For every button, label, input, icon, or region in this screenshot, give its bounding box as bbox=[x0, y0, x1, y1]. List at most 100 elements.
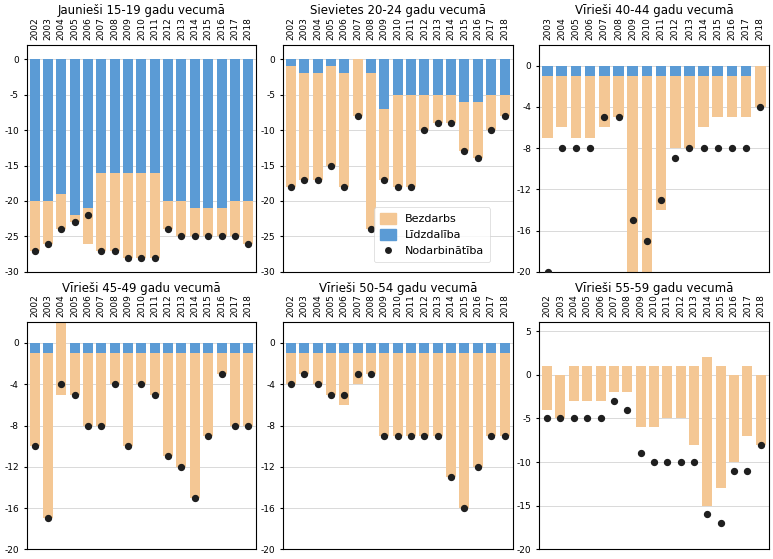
Bar bbox=[70, 59, 80, 215]
Bar bbox=[176, 353, 186, 467]
Point bbox=[741, 466, 754, 475]
Bar bbox=[190, 59, 200, 208]
Bar bbox=[339, 343, 349, 353]
Bar bbox=[83, 208, 93, 244]
Point bbox=[175, 232, 188, 241]
Bar bbox=[656, 76, 666, 210]
Point bbox=[754, 102, 767, 111]
Point bbox=[365, 369, 377, 378]
Point bbox=[418, 432, 431, 440]
Point bbox=[298, 175, 311, 184]
Point bbox=[82, 421, 94, 430]
Point bbox=[499, 432, 511, 440]
Bar bbox=[446, 59, 456, 94]
Bar bbox=[299, 343, 309, 353]
Bar bbox=[123, 343, 133, 353]
Bar bbox=[729, 375, 739, 462]
Bar bbox=[312, 73, 322, 179]
Point bbox=[352, 111, 364, 120]
Bar bbox=[230, 353, 240, 425]
Point bbox=[55, 380, 67, 389]
Bar bbox=[622, 366, 632, 392]
Bar bbox=[163, 59, 173, 201]
Bar bbox=[698, 76, 709, 127]
Bar bbox=[29, 59, 39, 201]
Bar bbox=[642, 65, 652, 76]
Point bbox=[82, 211, 94, 220]
Point bbox=[189, 232, 201, 241]
Point bbox=[754, 440, 767, 449]
Bar bbox=[649, 366, 659, 427]
Bar bbox=[698, 65, 709, 76]
Point bbox=[135, 380, 148, 389]
Point bbox=[581, 414, 594, 423]
Point bbox=[431, 119, 444, 127]
Point bbox=[42, 514, 54, 523]
Point bbox=[431, 432, 444, 440]
Point bbox=[688, 458, 700, 467]
Bar bbox=[473, 102, 483, 158]
Bar bbox=[741, 65, 751, 76]
Bar bbox=[676, 366, 686, 375]
Point bbox=[42, 239, 54, 248]
Bar bbox=[446, 343, 456, 353]
Title: Sievietes 20-24 gadu vecumā: Sievietes 20-24 gadu vecumā bbox=[310, 4, 485, 17]
Bar bbox=[433, 59, 443, 94]
Bar bbox=[459, 59, 469, 102]
Title: Vīrieši 50-54 gadu vecumā: Vīrieši 50-54 gadu vecumā bbox=[318, 282, 477, 295]
Point bbox=[740, 144, 752, 153]
Bar bbox=[433, 94, 443, 123]
Bar bbox=[670, 76, 680, 148]
Bar bbox=[486, 59, 496, 94]
Point bbox=[242, 239, 254, 248]
Bar bbox=[446, 94, 456, 123]
Bar bbox=[352, 353, 363, 384]
Bar bbox=[635, 366, 645, 427]
Bar bbox=[136, 353, 146, 384]
Bar bbox=[366, 343, 376, 353]
Bar bbox=[43, 343, 53, 353]
Bar bbox=[56, 59, 66, 194]
Bar bbox=[684, 76, 695, 148]
Bar bbox=[420, 59, 430, 94]
Bar bbox=[642, 76, 652, 272]
Point bbox=[669, 154, 682, 163]
Bar bbox=[203, 59, 213, 208]
Point bbox=[728, 466, 741, 475]
Bar bbox=[689, 366, 699, 444]
Bar bbox=[339, 73, 349, 187]
Bar bbox=[670, 65, 680, 76]
Bar bbox=[110, 173, 120, 250]
Bar bbox=[609, 366, 619, 375]
Point bbox=[697, 144, 710, 153]
Point bbox=[499, 111, 511, 120]
Point bbox=[312, 175, 324, 184]
Bar bbox=[326, 343, 336, 353]
Point bbox=[69, 218, 81, 227]
Point bbox=[365, 225, 377, 234]
Title: Vīrieši 55-59 gadu vecumā: Vīrieši 55-59 gadu vecumā bbox=[575, 282, 733, 295]
Point bbox=[338, 390, 350, 399]
Point bbox=[445, 119, 458, 127]
Bar bbox=[459, 353, 469, 508]
Bar bbox=[499, 94, 509, 116]
Bar bbox=[110, 343, 120, 353]
Bar bbox=[570, 65, 581, 76]
Title: Jaunieši 15-19 gadu vecumā: Jaunieši 15-19 gadu vecumā bbox=[57, 4, 226, 17]
Bar bbox=[446, 353, 456, 477]
Bar bbox=[83, 343, 93, 353]
Bar bbox=[486, 353, 496, 436]
Bar bbox=[420, 353, 430, 436]
Bar bbox=[312, 59, 322, 73]
Bar bbox=[97, 353, 107, 425]
Bar bbox=[406, 353, 416, 436]
Bar bbox=[299, 353, 309, 374]
Point bbox=[284, 182, 297, 191]
Point bbox=[338, 182, 350, 191]
Point bbox=[122, 253, 135, 262]
Bar bbox=[70, 215, 80, 222]
Point bbox=[162, 452, 175, 461]
Bar bbox=[635, 366, 645, 375]
Bar bbox=[662, 366, 673, 375]
Point bbox=[391, 432, 404, 440]
